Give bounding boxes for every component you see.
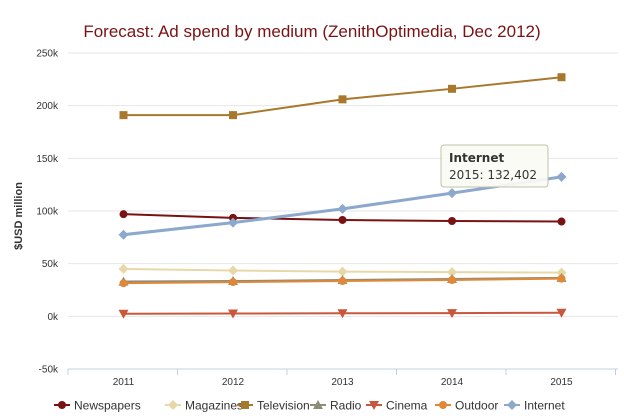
grid	[68, 52, 618, 370]
data-point	[338, 95, 347, 104]
legend: Newspapers Magazines Television Radio Cinema…	[54, 399, 565, 413]
legend-item-magazines[interactable]: Magazines	[165, 399, 243, 413]
data-point	[447, 267, 457, 278]
legend-item-television[interactable]: Television	[237, 399, 310, 413]
legend-label: Cinema	[386, 399, 428, 413]
series-cinema	[118, 308, 567, 319]
data-point	[119, 279, 128, 288]
x-tick-label: 2012	[222, 377, 245, 388]
data-point	[118, 229, 129, 240]
data-point	[448, 217, 456, 226]
data-point	[338, 215, 347, 224]
data-point	[119, 111, 128, 120]
axes: -50k 0k 50k 100k 150k 200k 250k 2011 2012 2013 201…	[36, 49, 618, 388]
data-point	[228, 309, 238, 319]
legend-marker-icon	[507, 400, 517, 410]
series	[118, 73, 567, 319]
data-point	[118, 309, 129, 319]
data-point	[447, 309, 457, 319]
legend-label: Newspapers	[74, 399, 141, 413]
y-tick-label: 200k	[36, 101, 59, 112]
data-point	[337, 203, 348, 214]
data-point	[447, 188, 457, 199]
data-point	[448, 275, 456, 284]
tooltip-title: Internet	[449, 151, 504, 165]
data-point	[228, 265, 238, 276]
data-point	[556, 308, 567, 318]
series-television	[119, 73, 566, 120]
legend-marker-icon	[168, 400, 178, 410]
legend-item-radio[interactable]: Radio	[310, 399, 362, 413]
data-point	[119, 210, 128, 219]
series-magazines	[118, 263, 567, 278]
series-outdoor	[119, 274, 566, 288]
legend-label: Radio	[330, 399, 362, 413]
data-point	[448, 84, 456, 93]
y-tick-label: 100k	[36, 207, 59, 218]
tooltip: Internet 2015: 132,402	[440, 144, 549, 188]
legend-label: Outdoor	[455, 399, 498, 413]
data-point	[557, 73, 566, 82]
chart-title: Forecast: Ad spend by medium (ZenithOpti…	[83, 22, 540, 41]
y-tick-label: 150k	[36, 154, 59, 165]
y-tick-label: 0k	[47, 312, 59, 323]
tooltip-text: 2015: 132,402	[449, 168, 537, 182]
data-point	[557, 274, 566, 283]
x-tick-label: 2013	[331, 377, 354, 388]
tooltip-box	[440, 144, 549, 188]
legend-item-internet[interactable]: Internet	[504, 399, 565, 413]
data-point	[118, 263, 129, 274]
legend-label: Internet	[524, 399, 565, 413]
y-tick-label: -50k	[39, 365, 59, 376]
y-tick-label: 250k	[36, 49, 59, 60]
series-internet	[118, 171, 567, 240]
legend-marker-icon	[313, 400, 323, 409]
data-point	[556, 171, 567, 182]
legend-item-outdoor[interactable]: Outdoor	[435, 399, 498, 413]
legend-marker-icon	[241, 401, 249, 409]
y-tick-label: 50k	[42, 259, 59, 270]
legend-label: Magazines	[185, 399, 243, 413]
legend-marker-icon	[58, 401, 66, 409]
data-point	[556, 267, 567, 278]
y-axis-label: $USD million	[13, 182, 25, 250]
data-point	[229, 111, 237, 120]
data-point	[337, 266, 348, 277]
x-tick-label: 2011	[113, 377, 135, 388]
x-tick-label: 2015	[550, 377, 573, 388]
legend-label: Television	[257, 399, 310, 413]
data-point	[228, 217, 238, 228]
x-tick-label: 2014	[441, 377, 464, 388]
legend-marker-icon	[369, 401, 379, 410]
data-point	[557, 217, 566, 226]
data-point	[338, 277, 347, 286]
legend-item-newspapers[interactable]: Newspapers	[54, 399, 141, 413]
data-point	[229, 278, 237, 287]
data-point	[337, 309, 348, 319]
legend-marker-icon	[439, 401, 447, 409]
legend-item-cinema[interactable]: Cinema	[366, 399, 428, 413]
